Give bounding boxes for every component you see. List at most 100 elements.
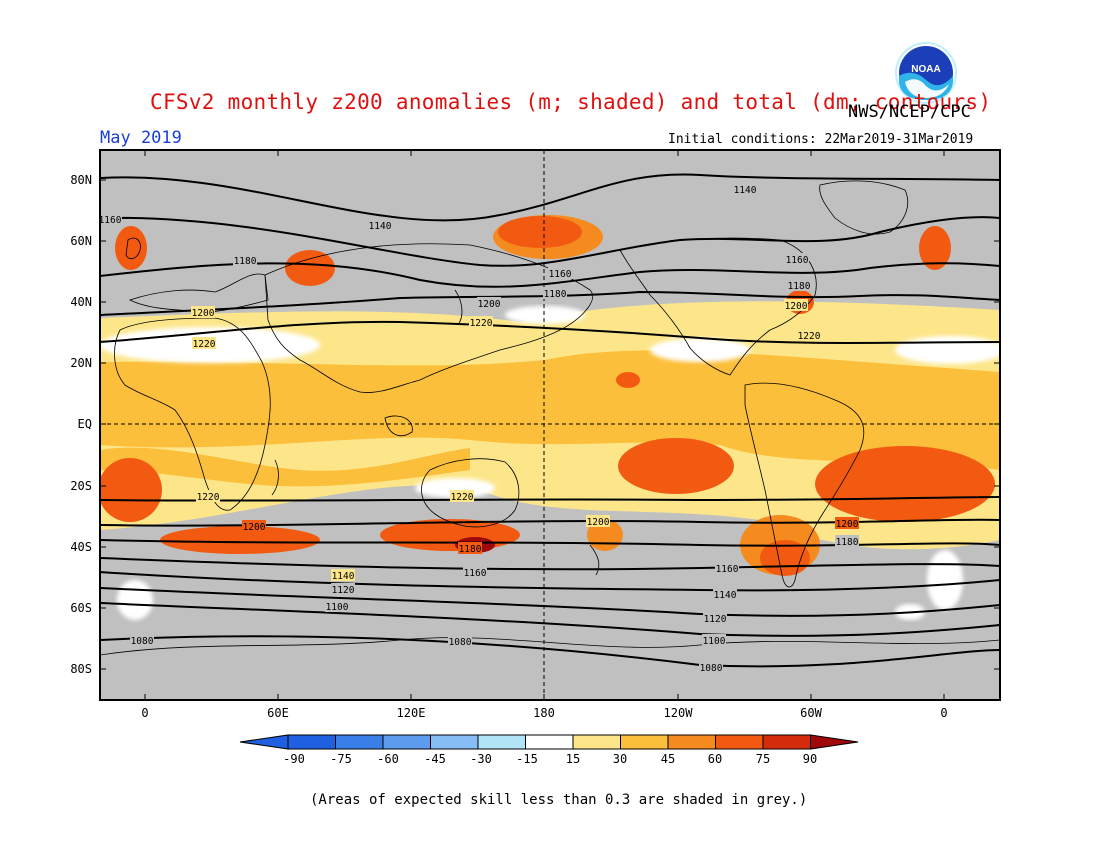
colorbar-swatch bbox=[667, 734, 716, 750]
svg-text:1100: 1100 bbox=[326, 602, 349, 613]
contour-label: 1100 bbox=[325, 600, 349, 613]
light-orange-band bbox=[101, 350, 1000, 470]
coast-japan bbox=[454, 289, 463, 326]
orange-anomaly-blobs bbox=[101, 215, 995, 576]
lat-label: 40S bbox=[70, 540, 92, 554]
colorbar-label: 90 bbox=[803, 752, 817, 766]
contour-label: 1160 bbox=[548, 267, 572, 280]
contour-label: 1200 bbox=[191, 306, 215, 319]
colorbar-label: -15 bbox=[516, 752, 538, 766]
svg-text:1160: 1160 bbox=[464, 568, 487, 579]
coast-australia bbox=[421, 458, 520, 528]
white-patch-mexico bbox=[650, 338, 750, 362]
colorbar-label: -90 bbox=[283, 752, 305, 766]
orange-southern-band bbox=[101, 447, 470, 487]
contour-1200-north bbox=[101, 290, 1000, 316]
map-frame bbox=[99, 149, 1001, 701]
coast-borneo bbox=[384, 415, 413, 436]
svg-text:1180: 1180 bbox=[459, 544, 482, 555]
colorbar-swatch bbox=[715, 734, 764, 750]
contour-label: 1200 bbox=[242, 520, 266, 533]
colorbar-swatch bbox=[477, 734, 526, 750]
coast-africa bbox=[114, 317, 271, 511]
contour-label: 1220 bbox=[797, 329, 821, 342]
colorbar-swatch bbox=[525, 734, 574, 750]
lon-label: 180 bbox=[533, 706, 555, 720]
contour-1160-south bbox=[101, 557, 1000, 571]
lat-label: 60N bbox=[70, 234, 92, 248]
svg-text:1100: 1100 bbox=[703, 636, 726, 647]
colorbar-arrow-left bbox=[239, 734, 289, 750]
contour-1220-south bbox=[101, 496, 1000, 502]
svg-text:1140: 1140 bbox=[332, 571, 355, 582]
lon-label: 0 bbox=[940, 706, 947, 720]
agency-label: NWS/NCEP/CPC bbox=[848, 102, 971, 122]
coast-madagascar bbox=[271, 459, 279, 496]
svg-text:1200: 1200 bbox=[587, 517, 610, 528]
contour-label: 1180 bbox=[458, 542, 482, 555]
svg-text:1180: 1180 bbox=[544, 289, 567, 300]
contour-label: 1200 bbox=[586, 515, 610, 528]
contour-label: 1180 bbox=[787, 279, 811, 292]
contour-label: 1140 bbox=[368, 219, 392, 232]
svg-text:1220: 1220 bbox=[193, 339, 216, 350]
contour-label: 1100 bbox=[702, 634, 726, 647]
colorbar: -90 -75 -60 -45 -30 -15 15 30 45 60 75 9… bbox=[239, 734, 859, 766]
svg-text:1220: 1220 bbox=[451, 492, 474, 503]
contour-label: 1080 bbox=[448, 635, 472, 648]
white-patch-n-pacific bbox=[505, 306, 585, 324]
svg-text:1160: 1160 bbox=[786, 255, 809, 266]
svg-text:1140: 1140 bbox=[369, 221, 392, 232]
contour-label-group: 1140 1140 1160 1160 1180 1160 1180 1180 … bbox=[99, 183, 859, 674]
svg-text:1220: 1220 bbox=[798, 331, 821, 342]
skill-footnote: (Areas of expected skill less than 0.3 a… bbox=[310, 792, 808, 808]
noaa-logo-text: NOAA bbox=[911, 64, 940, 75]
lon-label: 60E bbox=[267, 706, 289, 720]
lat-label: 20S bbox=[70, 479, 92, 493]
colorbar-label: 75 bbox=[756, 752, 770, 766]
colorbar-swatch bbox=[572, 734, 621, 750]
blob-iceland-west bbox=[115, 226, 147, 270]
blob-iceland-east bbox=[919, 226, 951, 270]
contour-label: 1220 bbox=[196, 490, 220, 503]
svg-text:1200: 1200 bbox=[243, 522, 266, 533]
lat-label: 80N bbox=[70, 173, 92, 187]
svg-text:1160: 1160 bbox=[99, 215, 122, 226]
colorbar-label: 60 bbox=[708, 752, 722, 766]
svg-text:1220: 1220 bbox=[197, 492, 220, 503]
contour-label: 1200 bbox=[835, 517, 859, 530]
colorbar-swatch bbox=[430, 734, 479, 750]
white-patch-n-atlantic bbox=[895, 336, 1000, 364]
contour-label: 1160 bbox=[463, 566, 487, 579]
contour-label: 1200 bbox=[477, 297, 501, 310]
contour-1140-north bbox=[101, 173, 1000, 222]
contour-label: 1080 bbox=[130, 634, 154, 647]
lon-label: 120W bbox=[664, 706, 694, 720]
noaa-logo: NOAA bbox=[895, 42, 957, 104]
colorbar-label: 45 bbox=[661, 752, 675, 766]
colorbar-label: 30 bbox=[613, 752, 627, 766]
initial-conditions: Initial conditions: 22Mar2019-31Mar2019 bbox=[668, 132, 974, 147]
svg-text:1160: 1160 bbox=[549, 269, 572, 280]
white-patch-s-atlantic-east bbox=[927, 550, 963, 610]
coast-nz bbox=[589, 544, 600, 576]
svg-text:1180: 1180 bbox=[836, 537, 859, 548]
contour-label: 1180 bbox=[835, 535, 859, 548]
lat-label: 20N bbox=[70, 356, 92, 370]
colorbar-label: -60 bbox=[377, 752, 399, 766]
grid-reference-lines bbox=[101, 151, 1000, 699]
anomaly-shading: 1140 1140 1160 1160 1180 1160 1180 1180 … bbox=[99, 151, 1000, 699]
contour-label: 1160 bbox=[785, 253, 809, 266]
colorbar-label: 15 bbox=[566, 752, 580, 766]
white-patch-s-atlantic bbox=[117, 580, 153, 620]
contour-label: 1220 bbox=[192, 337, 216, 350]
contour-label: 1220 bbox=[469, 316, 493, 329]
svg-text:1200: 1200 bbox=[192, 308, 215, 319]
contour-1180-north bbox=[101, 262, 1000, 288]
colorbar-label: -45 bbox=[424, 752, 446, 766]
blob-e-pacific-small bbox=[616, 372, 640, 388]
contour-label: 1220 bbox=[450, 490, 474, 503]
coast-antarctica bbox=[101, 637, 1000, 656]
svg-text:1200: 1200 bbox=[478, 299, 501, 310]
tropical-anomaly-band bbox=[101, 301, 1000, 550]
